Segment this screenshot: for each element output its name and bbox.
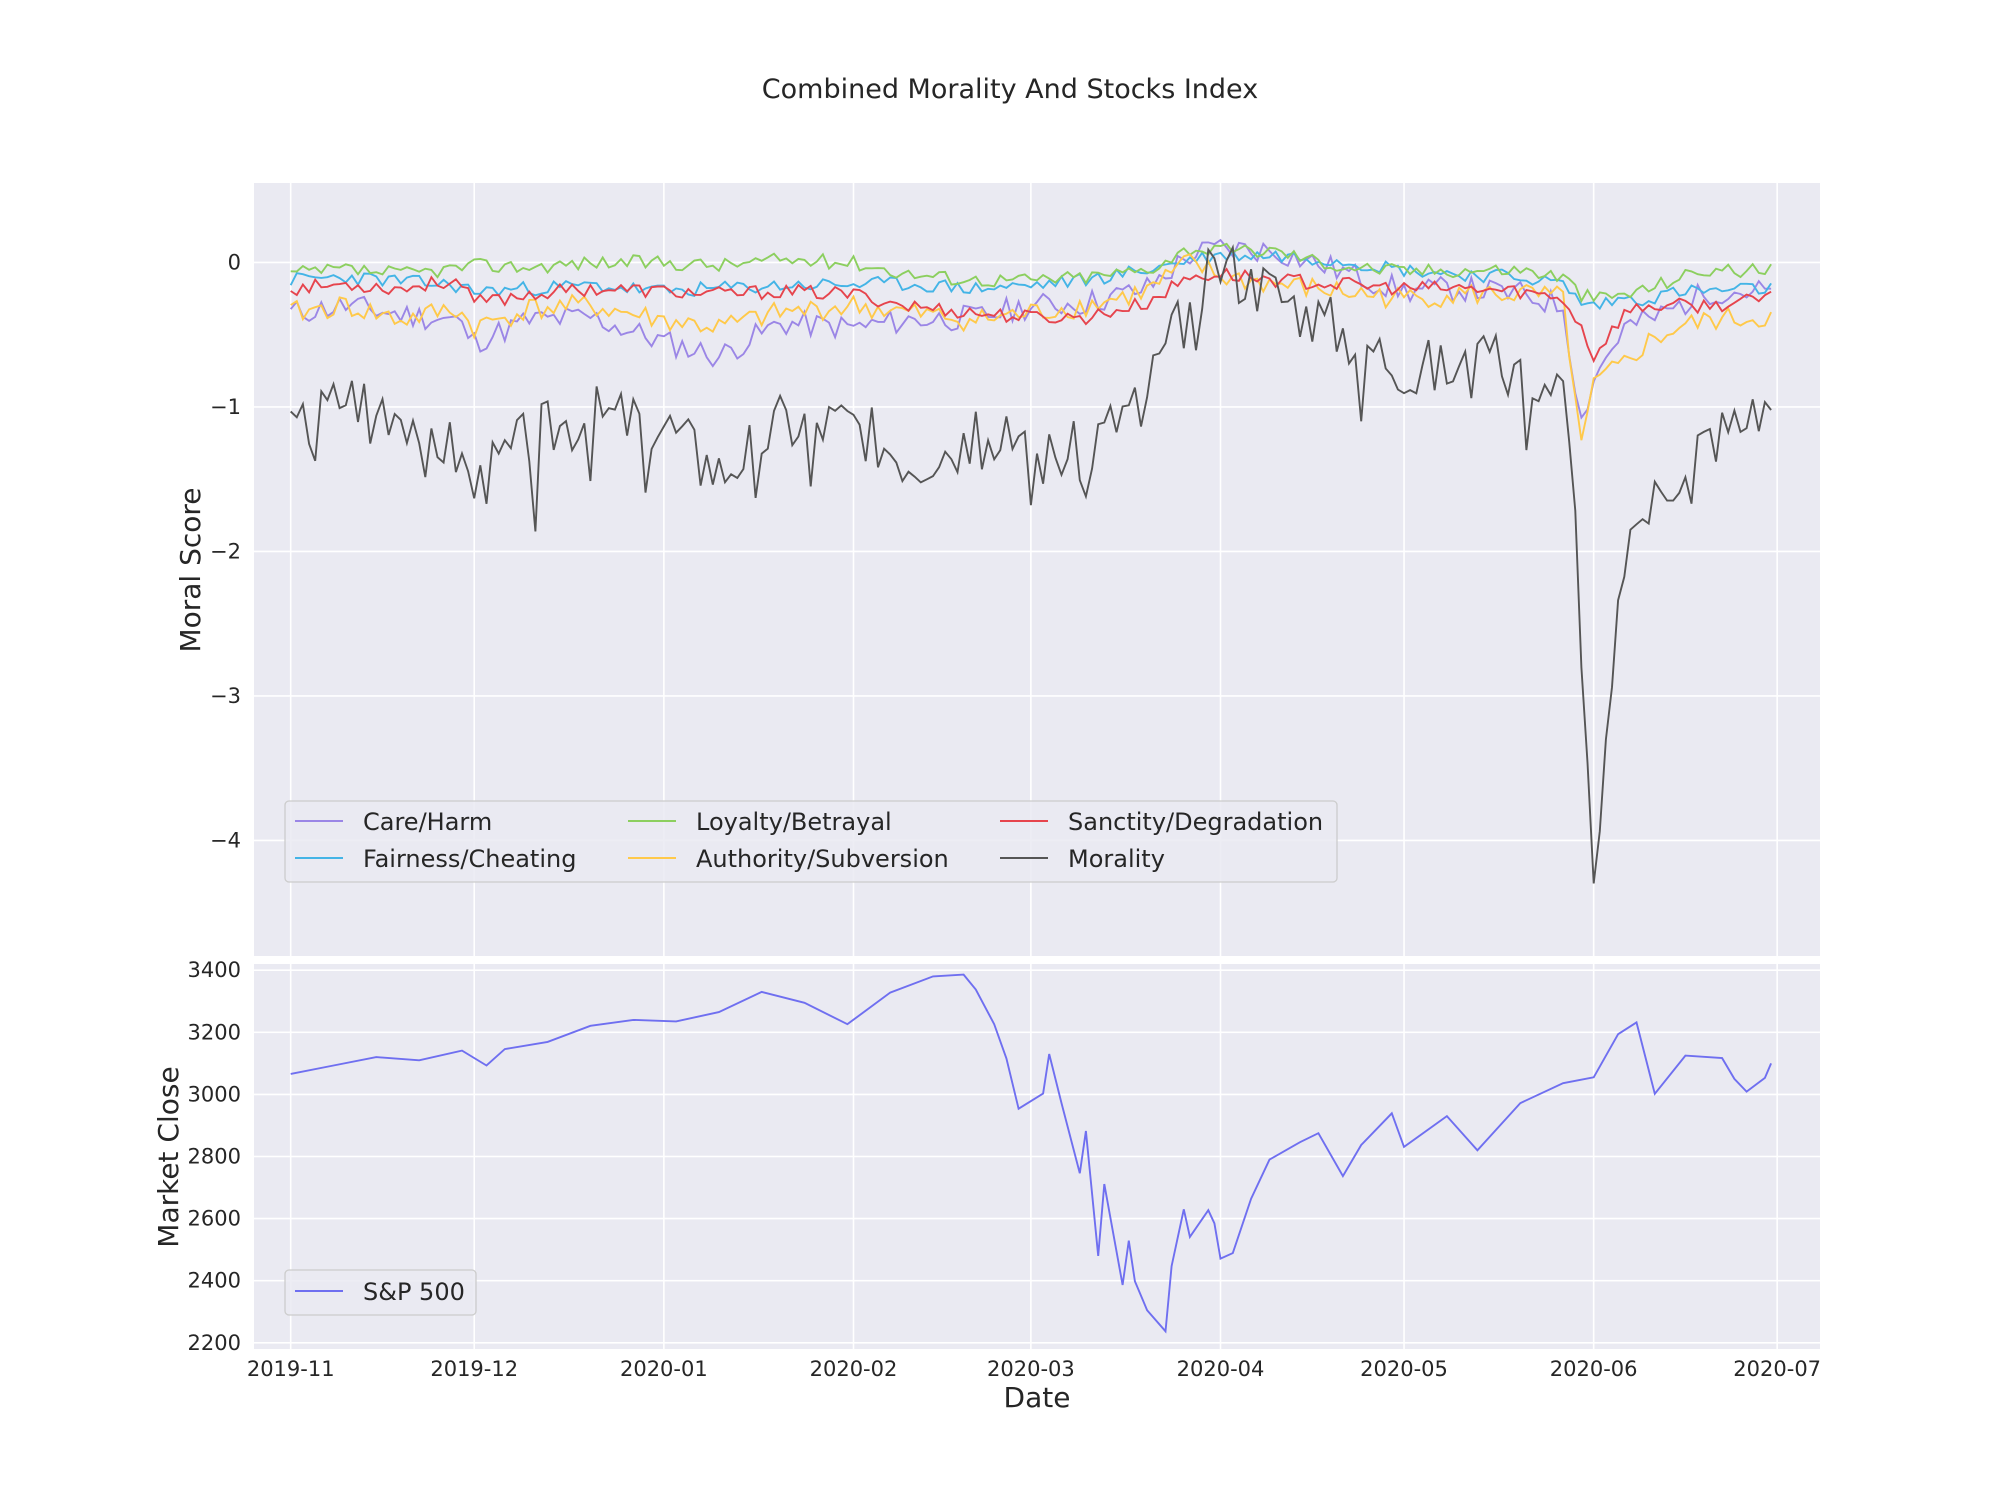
market-y-ticks: 3400 3200 3000 2800 2600 2400 2200 xyxy=(188,958,241,1355)
x-tick-label: 2020-05 xyxy=(1360,1357,1448,1381)
figure-title: Combined Morality And Stocks Index xyxy=(762,74,1258,105)
legend-label: Fairness/Cheating xyxy=(363,845,576,873)
legend-label: Loyalty/Betrayal xyxy=(696,808,892,836)
x-axis-ticks: 2019-11 2019-12 2020-01 2020-02 2020-03 2020-… xyxy=(247,1357,1821,1381)
moral-legend: Care/Harm Fairness/Cheating Loyalty/Betray… xyxy=(284,800,1338,883)
moral-y-ticks: 0 −1 −2 −3 −4 xyxy=(210,250,241,852)
market-y-tick-label: 2600 xyxy=(188,1207,241,1231)
x-tick-label: 2019-12 xyxy=(430,1357,518,1381)
market-grid xyxy=(254,964,1820,1349)
legend-label: Care/Harm xyxy=(363,808,492,836)
x-axis-label: Date xyxy=(1004,1381,1071,1414)
moral-series-lines xyxy=(289,238,1772,884)
market-y-axis-label: Market Close xyxy=(152,1066,185,1247)
market-y-tick-label: 2800 xyxy=(188,1145,241,1169)
series-line-authority-subversion xyxy=(290,253,1772,441)
moral-y-tick-label: −3 xyxy=(210,684,241,708)
x-tick-label: 2020-03 xyxy=(987,1357,1075,1381)
x-tick-label: 2019-11 xyxy=(247,1357,335,1381)
market-y-tick-label: 3400 xyxy=(188,958,241,982)
legend-label: Authority/Subversion xyxy=(696,845,949,873)
market-y-tick-label: 3000 xyxy=(188,1082,241,1106)
market-series-lines xyxy=(290,973,1772,1334)
x-tick-label: 2020-01 xyxy=(620,1357,708,1381)
moral-score-panel: 0 −1 −2 −3 −4 Moral Score Care/Harm Fairness/… xyxy=(174,183,1820,956)
series-line-sp500 xyxy=(290,973,1772,1334)
market-y-tick-label: 2400 xyxy=(188,1269,241,1293)
moral-legend-box xyxy=(284,800,1338,883)
series-line-morality xyxy=(290,244,1772,884)
market-legend-box xyxy=(284,1269,477,1316)
x-tick-label: 2020-07 xyxy=(1733,1357,1821,1381)
market-legend: S&P 500 xyxy=(284,1269,477,1316)
market-y-tick-label: 2200 xyxy=(188,1331,241,1355)
moral-y-tick-label: −1 xyxy=(210,395,241,419)
moral-y-tick-label: −4 xyxy=(210,828,241,852)
moral-y-tick-label: −2 xyxy=(210,539,241,563)
series-line-sanctity-degradation xyxy=(290,267,1772,364)
series-line-care-harm xyxy=(289,238,1772,420)
x-tick-label: 2020-02 xyxy=(810,1357,898,1381)
x-tick-label: 2020-06 xyxy=(1550,1357,1638,1381)
legend-label: S&P 500 xyxy=(363,1278,465,1306)
series-line-fairness-cheating xyxy=(289,249,1772,311)
market-y-tick-label: 3200 xyxy=(188,1020,241,1044)
legend-label: Sanctity/Degradation xyxy=(1068,808,1323,836)
moral-y-tick-label: 0 xyxy=(228,250,241,274)
market-close-panel: 3400 3200 3000 2800 2600 2400 2200 Market Clos… xyxy=(152,958,1820,1355)
series-line-loyalty-betrayal xyxy=(290,242,1772,304)
legend-label: Morality xyxy=(1068,845,1165,873)
x-tick-label: 2020-04 xyxy=(1177,1357,1265,1381)
moral-y-axis-label: Moral Score xyxy=(174,487,207,652)
